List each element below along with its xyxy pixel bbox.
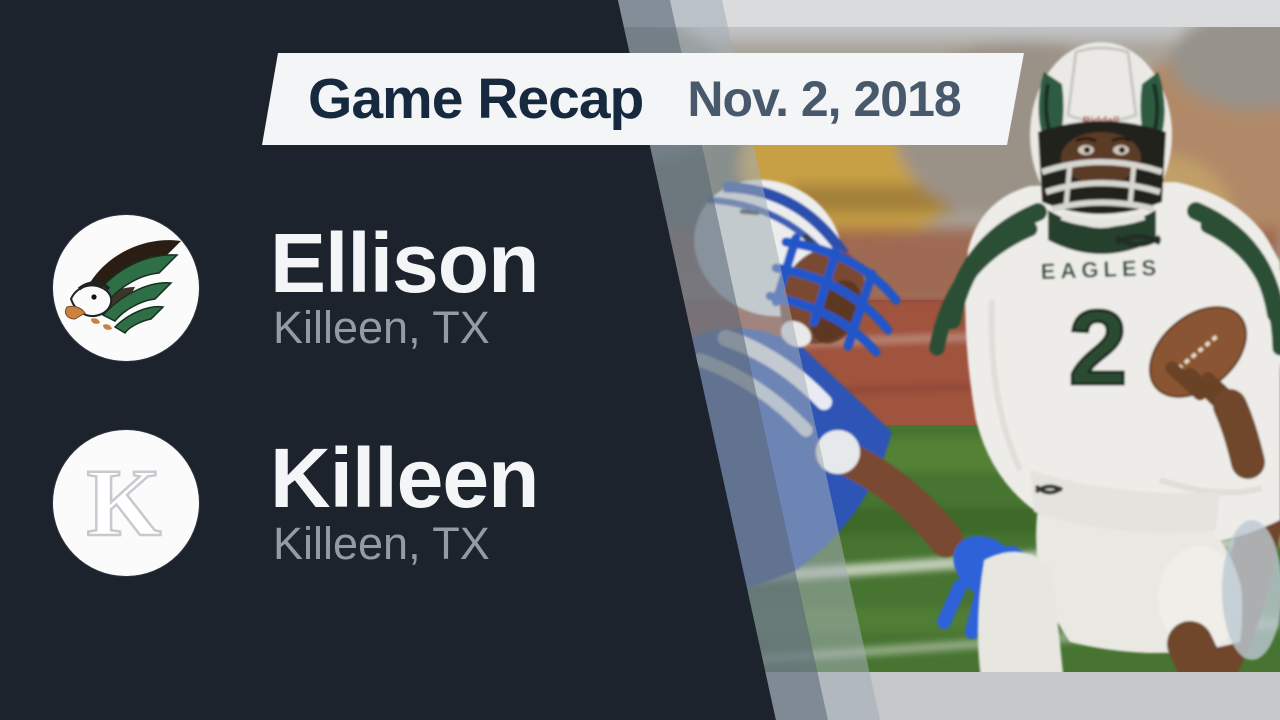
team-location-ellison: Killeen, TX xyxy=(273,302,490,353)
football xyxy=(1148,306,1265,479)
block-k-letter: K xyxy=(87,449,162,556)
navy-panel xyxy=(0,0,776,720)
helmet: Riddell xyxy=(1030,42,1172,228)
diagonal-band-dark xyxy=(618,0,828,720)
banner: Game Recap Nov. 2, 2018 xyxy=(262,53,1024,145)
diagonal-band-light xyxy=(670,0,880,720)
team-name-ellison: Ellison xyxy=(270,216,539,310)
jersey-team-text: EAGLES xyxy=(1040,255,1161,284)
team-location-killeen: Killeen, TX xyxy=(273,518,490,569)
facemask-grill xyxy=(1041,159,1163,212)
jersey-number-text: 2 xyxy=(1069,289,1128,407)
banner-date: Nov. 2, 2018 xyxy=(687,71,961,127)
team-name-killeen: Killeen xyxy=(270,431,539,525)
banner-title: Game Recap xyxy=(308,67,644,131)
brand-logo-icon xyxy=(1114,234,1162,247)
ellison-logo-icon xyxy=(53,215,199,361)
killeen-logo-icon: K xyxy=(53,430,199,576)
